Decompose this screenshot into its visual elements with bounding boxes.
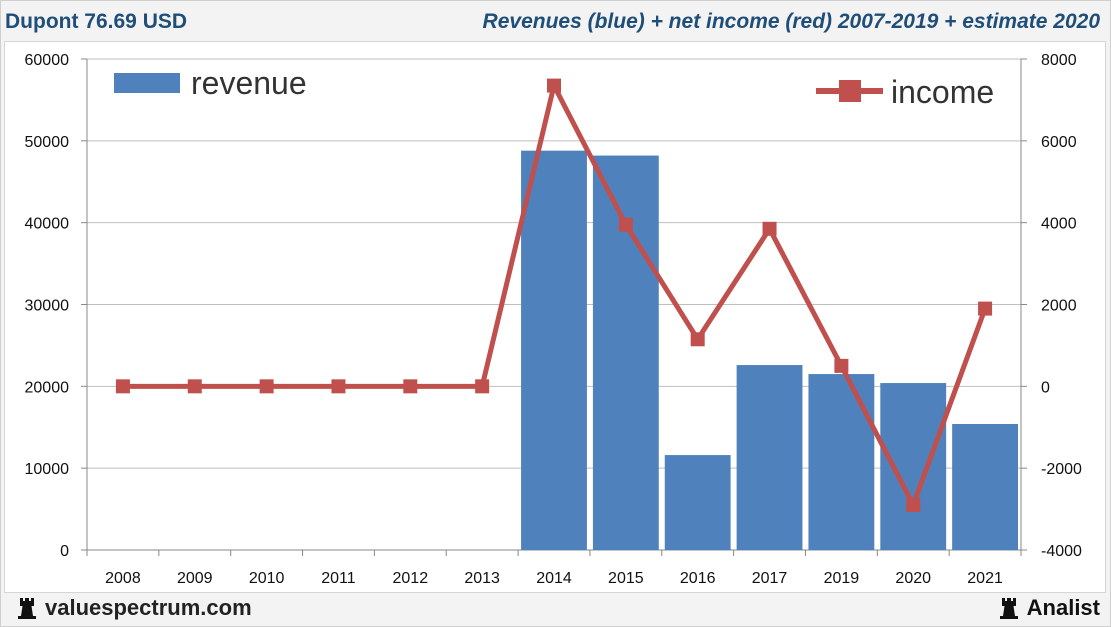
revenue-bar — [521, 150, 587, 551]
income-marker — [331, 379, 346, 394]
y-right-tick-label: -4000 — [1041, 543, 1082, 560]
income-marker — [834, 358, 849, 373]
rook-icon — [999, 598, 1018, 619]
footer-site-logo[interactable]: valuespectrum.com — [15, 595, 252, 621]
income-marker — [403, 379, 418, 394]
y-left-tick-label: 0 — [60, 543, 69, 560]
footer-brand-text: Analist — [1026, 595, 1100, 620]
revenue-bar — [952, 423, 1018, 550]
x-tick-label: 2010 — [249, 570, 285, 587]
x-tick-label: 2016 — [680, 570, 716, 587]
footer-site-text: valuespectrum.com — [45, 595, 252, 620]
legend-revenue-label: revenue — [191, 65, 307, 101]
y-right-tick-label: 4000 — [1041, 216, 1077, 233]
y-right-tick-label: 0 — [1041, 379, 1050, 396]
income-marker — [475, 379, 490, 394]
income-marker — [187, 379, 202, 394]
chart-header-title: Dupont 76.69 USD — [5, 10, 188, 33]
revenue-bar — [736, 365, 803, 550]
x-tick-label: 2014 — [536, 570, 572, 587]
y-right-tick-label: 8000 — [1041, 52, 1077, 69]
footer-brand-logo[interactable]: Analist — [997, 595, 1100, 621]
legend-income-label: income — [891, 74, 994, 110]
y-left-tick-label: 10000 — [25, 461, 70, 478]
income-marker — [690, 332, 705, 347]
income-marker — [115, 379, 130, 394]
y-left-tick-label: 50000 — [25, 134, 70, 151]
revenue-bar — [808, 374, 875, 550]
y-left-tick-label: 30000 — [25, 298, 70, 315]
y-left-tick-label: 40000 — [25, 216, 70, 233]
x-tick-label: 2008 — [105, 570, 141, 587]
x-tick-label: 2021 — [967, 570, 1003, 587]
legend-revenue-swatch — [114, 73, 180, 93]
x-tick-label: 2013 — [464, 570, 500, 587]
income-marker — [906, 497, 921, 512]
income-marker — [978, 301, 993, 316]
x-tick-label: 2020 — [895, 570, 931, 587]
x-tick-label: 2015 — [608, 570, 644, 587]
y-right-tick-label: -2000 — [1041, 461, 1082, 478]
rook-icon — [18, 598, 36, 619]
revenue-bar — [880, 383, 947, 550]
revenue-bar — [664, 455, 731, 550]
revenue-bar — [592, 155, 659, 550]
x-tick-label: 2019 — [824, 570, 860, 587]
y-left-tick-label: 60000 — [25, 52, 70, 69]
income-marker — [762, 221, 777, 236]
income-marker — [259, 379, 274, 394]
y-right-tick-label: 2000 — [1041, 298, 1077, 315]
legend-income-marker — [839, 80, 861, 102]
y-right-tick-label: 6000 — [1041, 134, 1077, 151]
x-tick-label: 2011 — [321, 570, 356, 587]
income-marker — [547, 78, 561, 93]
x-tick-label: 2012 — [393, 570, 429, 587]
chart-subtitle: Revenues (blue) + net income (red) 2007-… — [482, 10, 1100, 33]
x-tick-label: 2009 — [177, 570, 213, 587]
y-left-tick-label: 20000 — [25, 379, 70, 396]
income-marker — [618, 217, 633, 232]
x-tick-label: 2017 — [752, 570, 788, 587]
